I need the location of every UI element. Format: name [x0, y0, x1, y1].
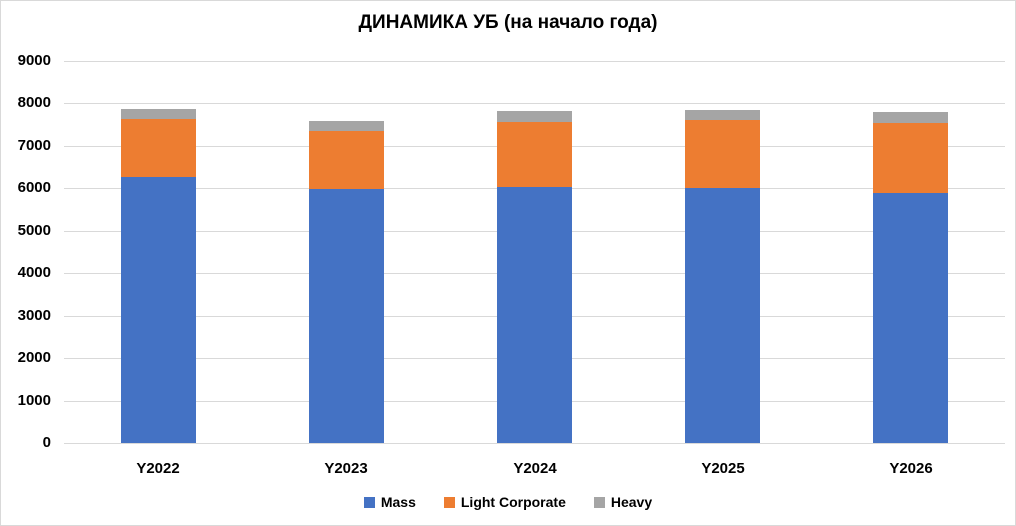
- gridline: [64, 61, 1005, 62]
- x-tick-label: Y2022: [136, 460, 180, 477]
- bar-segment-light-corporate-y2025: [685, 120, 760, 189]
- x-axis-line: [64, 443, 1005, 444]
- gridline: [64, 103, 1005, 104]
- bar-segment-mass-y2026: [873, 193, 948, 443]
- legend-label: Light Corporate: [460, 494, 566, 510]
- bar-segment-mass-y2023: [309, 189, 384, 443]
- bar-segment-heavy-y2026: [873, 111, 948, 124]
- y-tick-label: 2000: [17, 349, 51, 366]
- legend: Mass Light Corporate Heavy: [1, 494, 1015, 510]
- bar-segment-heavy-y2022: [121, 109, 196, 120]
- bar-segment-light-corporate-y2022: [121, 119, 196, 177]
- bar-segment-mass-y2025: [685, 188, 760, 443]
- legend-swatch-icon: [363, 496, 375, 508]
- legend-item-mass: Mass: [363, 494, 416, 510]
- legend-swatch-icon: [443, 496, 455, 508]
- y-tick-label: 3000: [17, 307, 51, 324]
- bar-segment-light-corporate-y2024: [497, 121, 572, 187]
- bar-segment-light-corporate-y2026: [873, 123, 948, 193]
- y-tick-label: 7000: [17, 137, 51, 154]
- y-tick-label: 5000: [17, 222, 51, 239]
- bar-segment-mass-y2022: [121, 176, 196, 443]
- bar-segment-heavy-y2023: [309, 121, 384, 131]
- x-tick-label: Y2023: [324, 460, 368, 477]
- x-tick-label: Y2024: [513, 460, 557, 477]
- legend-label: Mass: [380, 494, 416, 510]
- y-tick-label: 8000: [17, 94, 51, 111]
- bar-segment-heavy-y2024: [497, 111, 572, 122]
- y-tick-label: 6000: [17, 179, 51, 196]
- bar-segment-heavy-y2025: [685, 110, 760, 121]
- y-tick-label: 4000: [17, 264, 51, 281]
- y-tick-label: 1000: [17, 392, 51, 409]
- chart-title: ДИНАМИКА УБ (на начало года): [358, 12, 658, 33]
- bar-segment-mass-y2024: [497, 186, 572, 443]
- legend-swatch-icon: [593, 496, 605, 508]
- legend-label: Heavy: [610, 494, 653, 510]
- x-tick-label: Y2025: [701, 460, 745, 477]
- y-tick-label: 9000: [17, 52, 51, 69]
- x-tick-label: Y2026: [889, 460, 933, 477]
- bar-segment-light-corporate-y2023: [309, 130, 384, 190]
- legend-item-heavy: Heavy: [593, 494, 653, 510]
- legend-item-light-corporate: Light Corporate: [443, 494, 566, 510]
- y-tick-label: 0: [42, 434, 51, 451]
